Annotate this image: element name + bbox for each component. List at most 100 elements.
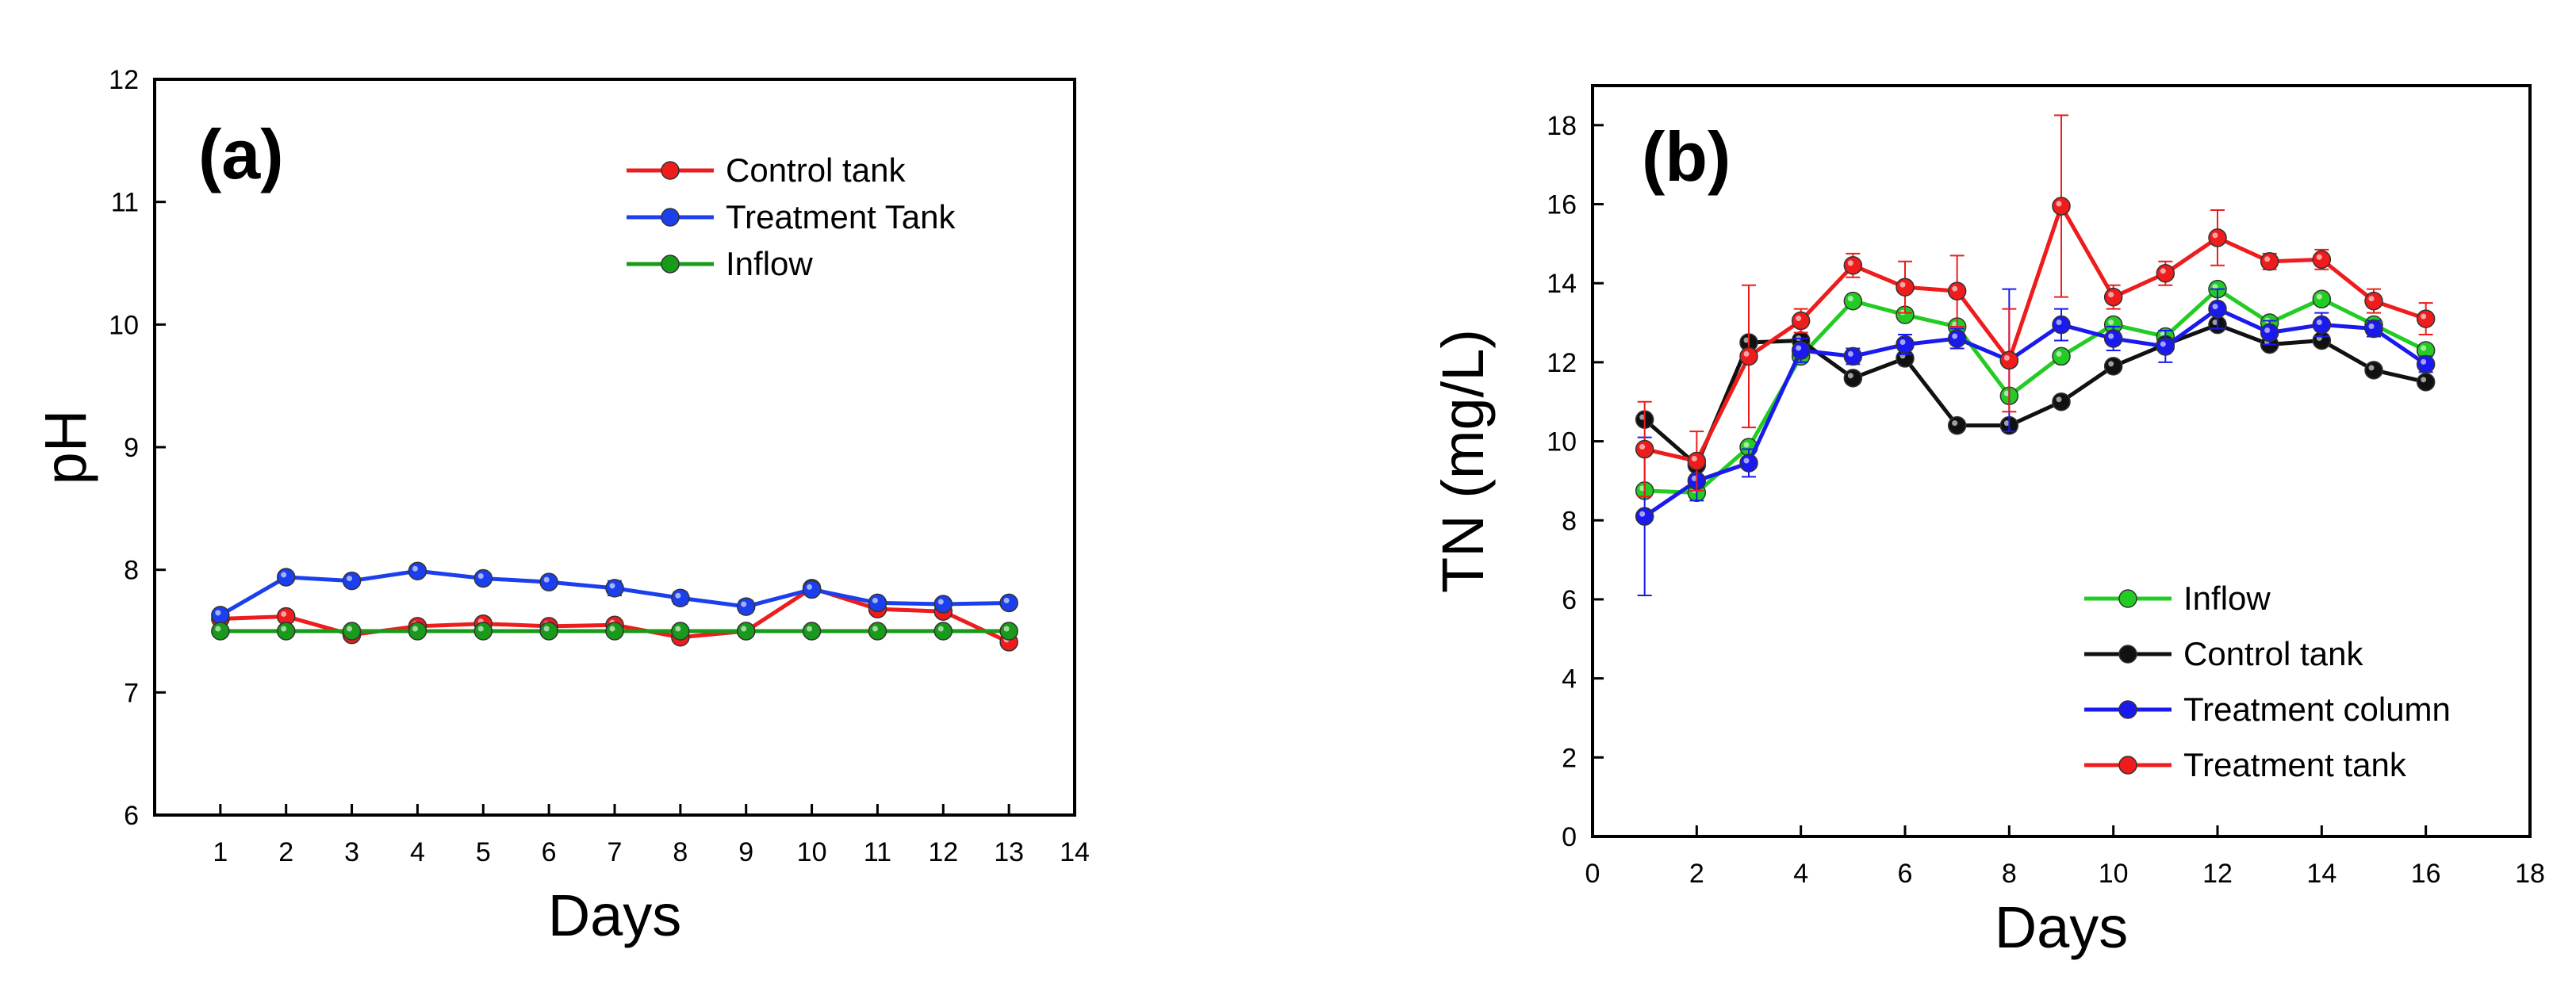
data-point-highlight xyxy=(2212,304,2218,310)
data-point-highlight xyxy=(1743,442,1750,448)
panel-b-series-treatment-tank xyxy=(1635,114,2436,498)
data-point-highlight xyxy=(2212,284,2218,290)
panel-b-y-tick-label: 14 xyxy=(1547,269,1577,299)
panel-a-y-tick-label: 9 xyxy=(124,433,139,463)
data-point-highlight xyxy=(2108,361,2114,367)
panel-b-y-tick-label: 2 xyxy=(1562,743,1577,773)
data-point xyxy=(2364,361,2383,380)
panel-b-x-axis-title: Days xyxy=(1995,894,2129,960)
data-point xyxy=(1687,451,1707,471)
data-point xyxy=(933,622,953,641)
panel-b-legend-marker xyxy=(2118,589,2137,608)
data-point xyxy=(2312,250,2332,270)
panel-a-y-axis-title: pH xyxy=(33,410,98,485)
data-point-highlight xyxy=(2368,365,2375,371)
data-point xyxy=(2052,315,2071,335)
data-point xyxy=(1791,341,1811,360)
data-point-highlight xyxy=(609,583,615,589)
panel-b-x-tick-label: 10 xyxy=(2099,859,2129,889)
panel-a-x-axis-title: Days xyxy=(548,882,682,948)
data-point-highlight xyxy=(1743,457,1750,464)
data-point xyxy=(868,593,887,613)
data-point xyxy=(2364,291,2383,311)
data-point xyxy=(1635,507,1654,526)
panel-a-legend-label: Inflow xyxy=(726,245,813,282)
data-point-highlight xyxy=(347,576,353,582)
panel-b-legend-label: Treatment tank xyxy=(2183,746,2407,783)
data-point xyxy=(1843,291,1863,311)
data-point xyxy=(736,597,756,616)
data-point-highlight xyxy=(1847,373,1853,379)
data-point-highlight xyxy=(477,626,484,632)
panel-a-panel-label: (a) xyxy=(198,115,284,193)
data-point xyxy=(1843,256,1863,275)
data-point-highlight xyxy=(1639,485,1646,492)
panel-a-x-tick-label: 2 xyxy=(278,837,293,867)
data-point-highlight xyxy=(1743,337,1750,343)
data-point xyxy=(1843,369,1863,388)
data-point-highlight xyxy=(675,592,681,599)
panel-a-x-tick-label: 6 xyxy=(542,837,557,867)
data-point-highlight xyxy=(2212,232,2218,239)
data-point-highlight xyxy=(543,576,550,583)
data-point xyxy=(276,622,296,641)
series-line xyxy=(1644,287,2427,495)
data-point-highlight xyxy=(1899,281,1906,288)
data-point-highlight xyxy=(2003,390,2010,396)
panel-a-x-tick-label: 5 xyxy=(476,837,491,867)
data-point xyxy=(868,622,887,641)
data-point-highlight xyxy=(2421,358,2427,365)
data-point-highlight xyxy=(1952,420,1958,427)
data-point xyxy=(2156,337,2175,356)
data-point xyxy=(2052,197,2071,216)
data-point xyxy=(1947,281,1967,300)
data-point-highlight xyxy=(807,626,813,632)
data-point xyxy=(999,622,1018,641)
data-point xyxy=(408,561,427,580)
data-point xyxy=(2416,309,2436,328)
data-point-highlight xyxy=(1639,414,1646,420)
data-point-highlight xyxy=(1003,597,1010,603)
data-point-highlight xyxy=(2003,354,2010,361)
panel-b-x-tick-label: 4 xyxy=(1793,859,1808,889)
data-point-highlight xyxy=(2421,345,2427,351)
panel-a-x-tick-label: 9 xyxy=(738,837,753,867)
data-point-highlight xyxy=(1691,475,1697,481)
panel-b-y-tick-label: 8 xyxy=(1562,506,1577,536)
data-point xyxy=(211,622,230,641)
data-point xyxy=(473,568,493,588)
data-point xyxy=(539,572,558,591)
data-point xyxy=(2312,315,2332,335)
data-point-highlight xyxy=(1952,333,1958,339)
data-point-highlight xyxy=(1796,316,1802,322)
data-point-highlight xyxy=(1952,321,1958,327)
data-point-highlight xyxy=(2316,254,2322,260)
data-point-highlight xyxy=(2056,396,2062,403)
data-point-highlight xyxy=(2264,256,2271,262)
data-point-highlight xyxy=(2056,350,2062,357)
data-point-highlight xyxy=(1847,350,1853,357)
panel-a-x-tick-label: 10 xyxy=(797,837,827,867)
panel-a-y-tick-label: 12 xyxy=(109,65,139,95)
panel-a-x-tick-label: 8 xyxy=(673,837,688,867)
panel-b-y-tick-label: 18 xyxy=(1547,111,1577,141)
panel-a-legend-label: Control tank xyxy=(726,151,906,189)
data-point-highlight xyxy=(1639,444,1646,450)
data-point-highlight xyxy=(1952,285,1958,292)
data-point-highlight xyxy=(215,610,221,616)
panel-a-y-tick-label: 8 xyxy=(124,556,139,586)
panel-a-x-tick-label: 12 xyxy=(928,837,958,867)
data-point-highlight xyxy=(2160,341,2166,347)
data-point-highlight xyxy=(609,626,615,632)
data-point xyxy=(1843,346,1863,366)
data-point-highlight xyxy=(2316,320,2322,326)
data-point-highlight xyxy=(281,572,287,578)
data-point xyxy=(605,622,624,641)
data-point xyxy=(1739,454,1758,473)
panel-a-x-tick-label: 1 xyxy=(213,837,228,867)
panel-b-x-tick-label: 12 xyxy=(2202,859,2233,889)
panel-a-legend-marker xyxy=(661,161,680,180)
data-point xyxy=(2260,323,2279,343)
panel-b-legend-marker xyxy=(2118,700,2137,719)
data-point xyxy=(933,595,953,614)
